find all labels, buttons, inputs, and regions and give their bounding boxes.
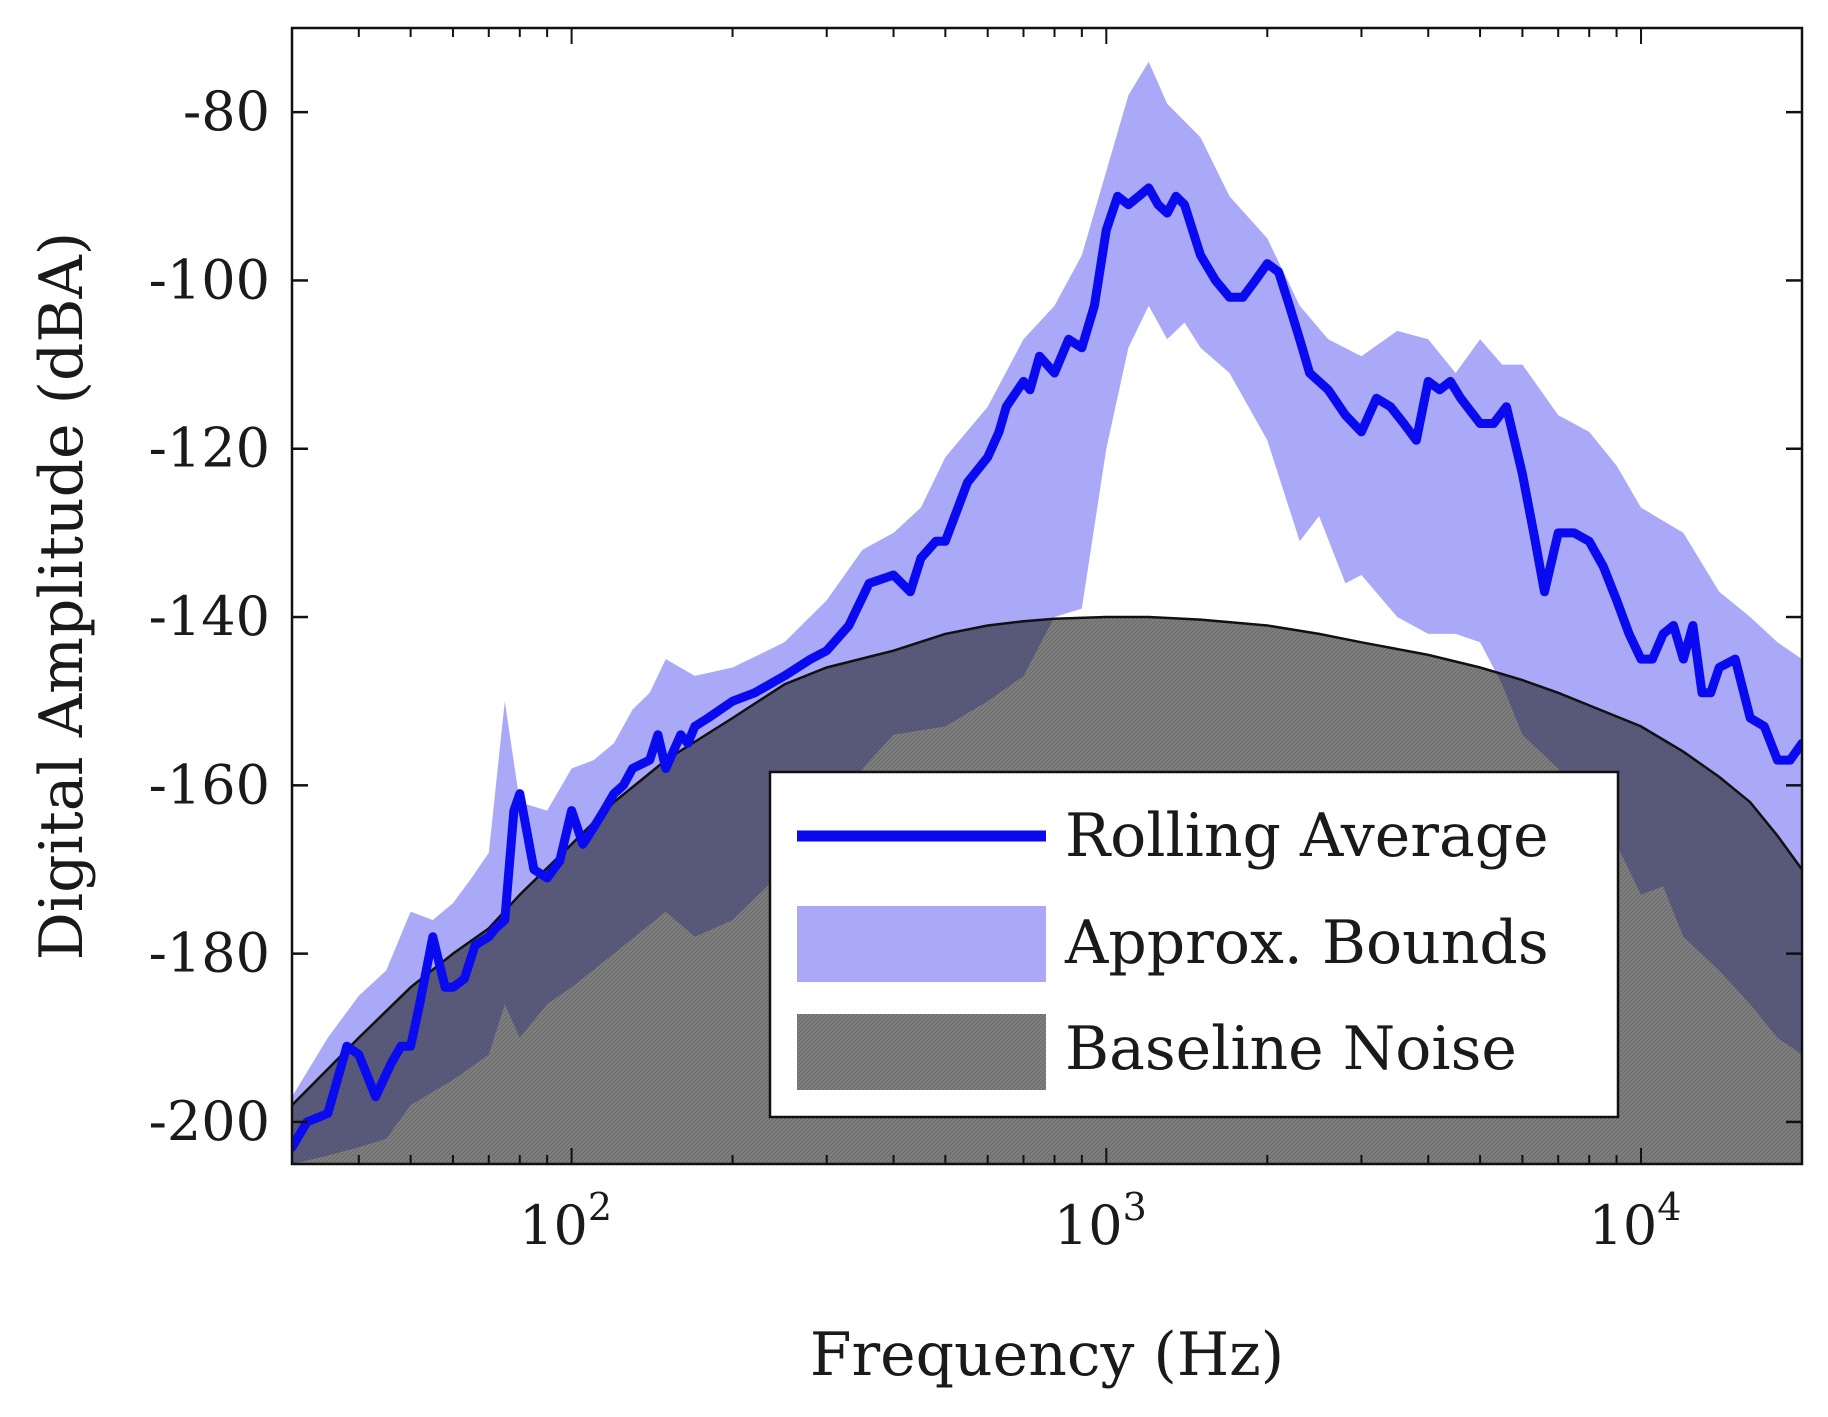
x-tick-label: 102 (519, 1185, 612, 1257)
legend-swatch-approx-bounds (797, 906, 1046, 982)
legend: Rolling Average Approx. Bounds Baseline … (768, 770, 1620, 1119)
plot-frame (290, 26, 1804, 1166)
rolling-average-line (292, 183, 1802, 1152)
legend-swatch-baseline-noise (797, 1014, 1046, 1090)
bounds-noise-overlap (292, 617, 1802, 1164)
y-tick-label: -140 (149, 585, 270, 648)
y-tick-label: -100 (149, 248, 270, 311)
y-axis-label: Digital Amplitude (dBA) (27, 232, 97, 960)
y-tick-label: -80 (183, 80, 270, 143)
x-axis-label: Frequency (Hz) (810, 1320, 1284, 1390)
legend-label-approx-bounds: Approx. Bounds (1064, 908, 1549, 978)
y-tick-label: -200 (149, 1090, 270, 1153)
x-tick-label: 104 (1589, 1185, 1682, 1257)
baseline-noise-edge (292, 615, 1802, 1106)
legend-label-rolling-average: Rolling Average (1065, 801, 1549, 871)
ticks-layer: -80 -100 -120 -140 -160 -180 -200 102 103 104 (149, 28, 1803, 1257)
x-tick-label: 103 (1054, 1185, 1147, 1257)
y-tick-label: -180 (149, 922, 270, 985)
y-tick-label: -160 (149, 753, 270, 816)
y-tick-label: -120 (149, 417, 270, 480)
legend-label-baseline-noise: Baseline Noise (1065, 1014, 1517, 1084)
